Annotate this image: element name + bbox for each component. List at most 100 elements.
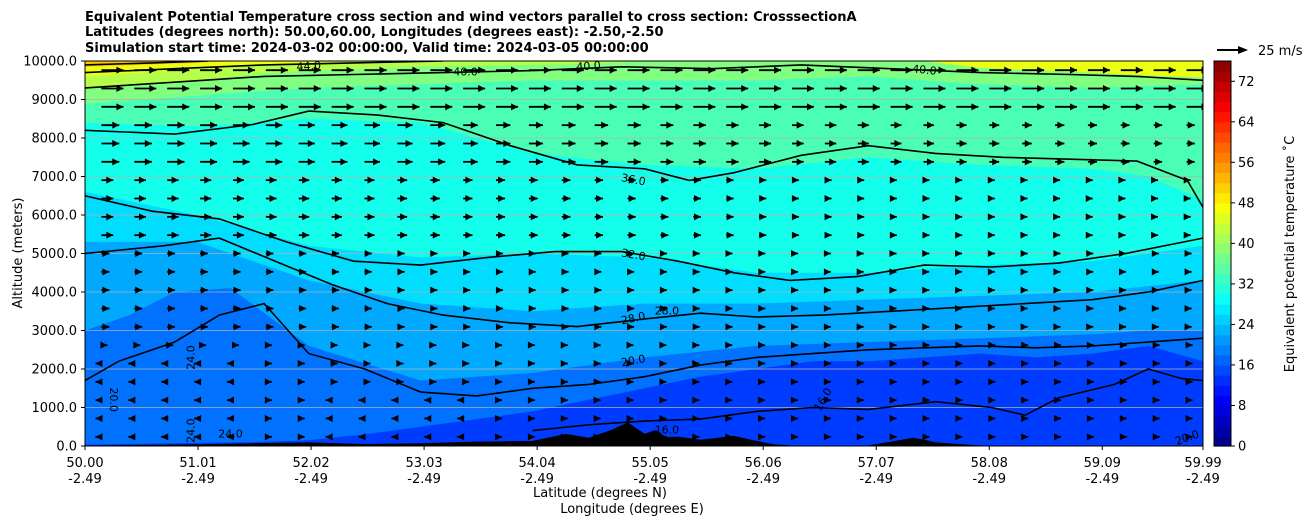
wind-vector-head xyxy=(106,213,114,221)
wind-vector-head xyxy=(1004,66,1012,74)
wind-vector-head xyxy=(1102,103,1110,111)
wind-vector-head xyxy=(1053,250,1061,257)
x-tick-label-latitude: 53.03 xyxy=(405,456,442,471)
x-tick-label-longitude: -2.49 xyxy=(181,472,215,487)
wind-vector-head xyxy=(334,176,342,184)
wind-vector-head xyxy=(302,195,310,202)
colorbar-tick-label: 56 xyxy=(1238,156,1255,171)
contour-label: 36.0 xyxy=(620,171,646,188)
wind-vector-head xyxy=(102,323,110,331)
wind-vector-head xyxy=(171,195,179,202)
wind-vector-head xyxy=(364,250,372,257)
wind-vector-head xyxy=(1054,415,1062,422)
wind-vector-head xyxy=(790,378,798,386)
wind-vector-head xyxy=(791,323,799,331)
wind-vector-head xyxy=(233,323,241,331)
wind-vector-head xyxy=(112,121,120,129)
wind-vector-head xyxy=(429,378,437,386)
quiver-key-label: 25 m/s xyxy=(1258,44,1303,59)
wind-vector-head xyxy=(397,286,405,294)
wind-vector-head xyxy=(297,378,305,386)
contour-line-32 xyxy=(85,195,1203,282)
wind-vector-head xyxy=(856,250,864,257)
wind-vector-head xyxy=(1168,103,1176,111)
wind-vector-head xyxy=(889,250,897,257)
contour-label: 20.0 xyxy=(620,352,646,369)
chart-title-line-3: Simulation start time: 2024-03-02 00:00:… xyxy=(85,41,649,56)
wind-vector-head xyxy=(364,268,372,276)
colorbar: 0 8 16 24 32 40 48 56 64 72 xyxy=(1213,60,1255,455)
wind-vector-head xyxy=(528,286,536,294)
x-tick-label-longitude: -2.49 xyxy=(1186,472,1220,487)
wind-vector-head xyxy=(661,176,669,184)
wind-vector-head xyxy=(692,323,700,331)
colorbar-segment xyxy=(1214,375,1231,386)
wind-vector-head xyxy=(806,103,814,111)
wind-vector-head xyxy=(331,268,339,276)
wind-vector-head xyxy=(1122,121,1130,129)
x-tick-label-longitude: -2.49 xyxy=(746,472,780,487)
wind-vector-head xyxy=(498,176,506,184)
wind-vector-head xyxy=(790,360,798,367)
wind-vector-head xyxy=(215,103,223,111)
wind-vector-head xyxy=(106,195,114,202)
wind-vector-head xyxy=(857,195,865,202)
wind-vector-head xyxy=(659,396,667,404)
wind-vector-head xyxy=(905,103,913,111)
colorbar-tick-label: 72 xyxy=(1238,75,1255,90)
wind-vector-head xyxy=(856,415,864,422)
wind-vector-head xyxy=(642,66,650,74)
wind-vector-head xyxy=(764,121,772,129)
wind-vector-head xyxy=(1053,213,1061,221)
wind-vector-head xyxy=(530,213,538,221)
wind-vector-head xyxy=(1122,140,1130,147)
wind-vector-head xyxy=(922,195,930,202)
wind-vector-head xyxy=(269,195,277,202)
contour-label: 32.0 xyxy=(620,246,646,263)
x-tick-label-latitude: 50.00 xyxy=(66,456,103,471)
colorbar-segment xyxy=(1214,344,1231,356)
wind-vector-head xyxy=(1085,231,1093,239)
wind-vector-head xyxy=(698,158,706,166)
wind-vector-head xyxy=(1168,66,1176,74)
wind-vector-head xyxy=(330,341,338,349)
wind-vector-head xyxy=(1053,231,1061,239)
wind-vector-head xyxy=(543,85,551,92)
wind-vector-head xyxy=(498,195,506,202)
plot-content: 40.0 44.0 40.0 40.0 36.0 32.0 28.0 28.0 20.0 16.0… xyxy=(85,61,1203,446)
wind-vector-head xyxy=(1152,360,1160,367)
wind-vector-head xyxy=(1151,213,1159,221)
wind-vector-head xyxy=(725,378,733,386)
wind-vector-head xyxy=(692,341,700,349)
wind-vector-head xyxy=(988,415,996,422)
wind-vector-head xyxy=(1086,415,1094,422)
colorbar-segment xyxy=(1214,283,1231,295)
shading-band-38-5 xyxy=(85,61,1203,104)
wind-vector-head xyxy=(857,231,865,239)
wind-vector-head xyxy=(358,433,366,441)
wind-vector-head xyxy=(242,158,250,166)
wind-vector-head xyxy=(470,121,478,129)
wind-vector-head xyxy=(987,323,995,331)
wind-vector-head xyxy=(1155,121,1163,129)
wind-vector-head xyxy=(922,176,930,184)
wind-vector-head xyxy=(659,323,667,331)
wind-vector-head xyxy=(594,286,602,294)
wind-vector-head xyxy=(307,121,315,129)
wind-vector-head xyxy=(1184,305,1192,312)
wind-vector-head xyxy=(659,360,667,367)
colorbar-segment xyxy=(1214,121,1231,133)
shading-band-46-8 xyxy=(924,61,1203,78)
wind-vector-head xyxy=(992,121,1000,129)
wind-vector-head xyxy=(1024,140,1032,147)
wind-vector-head xyxy=(511,66,519,74)
wind-vector-head xyxy=(177,121,185,129)
wind-vector-head xyxy=(299,286,307,294)
contour-line-36 xyxy=(85,110,1203,208)
wind-vector-head xyxy=(791,305,799,312)
wind-vector-head xyxy=(210,121,218,129)
wind-vector-head xyxy=(626,341,634,349)
wind-vector-head xyxy=(465,176,473,184)
wind-vector-head xyxy=(1151,268,1159,276)
wind-vector-head xyxy=(856,305,864,312)
